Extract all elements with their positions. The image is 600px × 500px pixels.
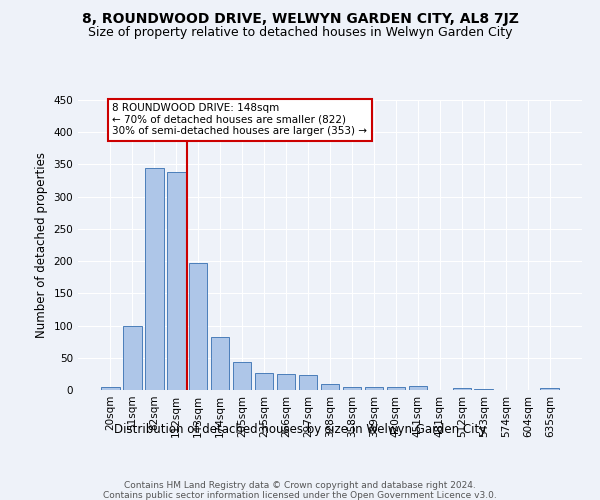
Bar <box>277 374 295 390</box>
Bar <box>299 374 317 390</box>
Text: Distribution of detached houses by size in Welwyn Garden City: Distribution of detached houses by size … <box>114 422 486 436</box>
Bar <box>189 263 208 390</box>
Text: Contains public sector information licensed under the Open Government Licence v3: Contains public sector information licen… <box>103 491 497 500</box>
Bar <box>386 387 405 390</box>
Bar <box>233 362 251 390</box>
Bar <box>541 388 559 390</box>
Y-axis label: Number of detached properties: Number of detached properties <box>35 152 48 338</box>
Bar <box>452 388 471 390</box>
Text: 8 ROUNDWOOD DRIVE: 148sqm
← 70% of detached houses are smaller (822)
30% of semi: 8 ROUNDWOOD DRIVE: 148sqm ← 70% of detac… <box>112 103 367 136</box>
Bar <box>101 387 119 390</box>
Bar <box>211 336 229 390</box>
Bar <box>365 388 383 390</box>
Bar <box>255 372 274 390</box>
Text: 8, ROUNDWOOD DRIVE, WELWYN GARDEN CITY, AL8 7JZ: 8, ROUNDWOOD DRIVE, WELWYN GARDEN CITY, … <box>82 12 518 26</box>
Bar <box>343 387 361 390</box>
Bar <box>475 388 493 390</box>
Bar <box>145 168 164 390</box>
Bar <box>123 326 142 390</box>
Text: Contains HM Land Registry data © Crown copyright and database right 2024.: Contains HM Land Registry data © Crown c… <box>124 481 476 490</box>
Bar <box>409 386 427 390</box>
Text: Size of property relative to detached houses in Welwyn Garden City: Size of property relative to detached ho… <box>88 26 512 39</box>
Bar <box>320 384 340 390</box>
Bar <box>167 172 185 390</box>
